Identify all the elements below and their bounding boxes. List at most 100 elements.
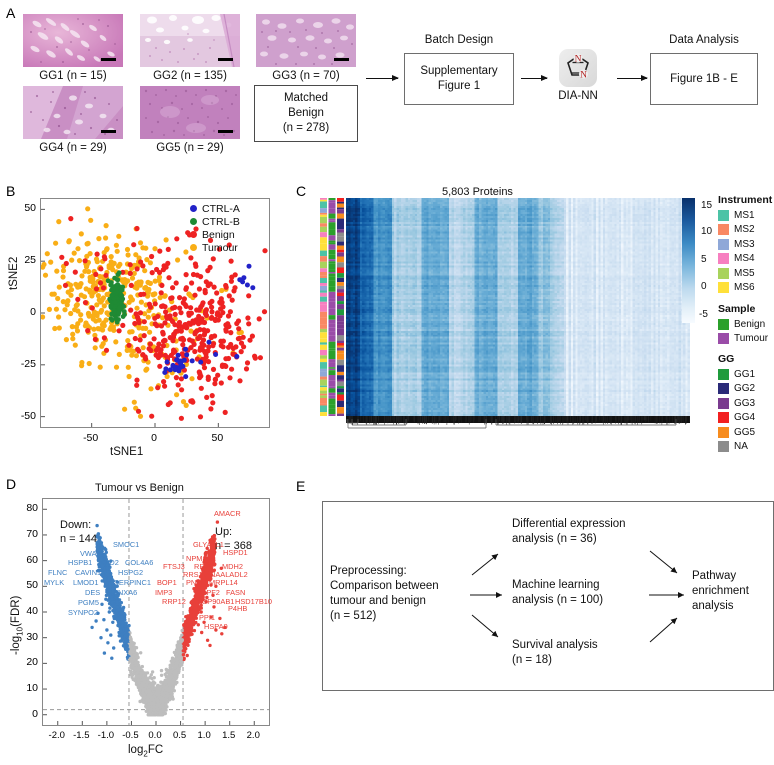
volcano-ytick-0: 0 xyxy=(14,708,38,720)
histology-cell-gg5: GG5 (n = 29) xyxy=(140,86,240,154)
swatch-ms3 xyxy=(718,238,729,250)
scale-bar-gg4 xyxy=(101,130,116,133)
batch-design-box: Supplementary Figure 1 xyxy=(404,53,514,105)
volcano-ytick-10: 10 xyxy=(14,682,38,694)
instrument-legend-title: Instrument xyxy=(718,194,772,206)
tsne-ytick-50: 50 xyxy=(10,202,36,214)
imidazole-molecule-icon: N N xyxy=(559,49,597,87)
gg-legend-item-gg1[interactable]: GG1 xyxy=(718,367,755,382)
heatmap-colorbar xyxy=(682,198,695,323)
panel-a-letter: A xyxy=(6,5,15,21)
tsne-legend: CTRL-A CTRL-B Benign Tumour xyxy=(190,202,240,254)
legend-item-tumour[interactable]: Tumour xyxy=(190,241,240,254)
legend-label-ctrl-a: CTRL-A xyxy=(202,203,240,215)
instrument-legend: Instrument MS1 MS2 MS3 MS4 MS5 MS6 xyxy=(718,194,772,295)
sample-legend-title: Sample xyxy=(718,303,768,315)
gg-legend-item-gg5[interactable]: GG5 xyxy=(718,425,755,440)
tsne-ytick--25: -25 xyxy=(10,358,36,370)
label-ms6: MS6 xyxy=(734,282,755,293)
volcano-xtick-0.5: 0.5 xyxy=(164,730,196,741)
matched-benign-line1: Matched xyxy=(259,91,353,106)
volcano-scatter-svg xyxy=(43,499,269,725)
swatch-gg1 xyxy=(718,368,729,380)
panel-c-heatmap: C 5,803 Proteins 15 10 5 0 -5 Instrument… xyxy=(292,178,774,470)
colorbar-tick-neg5: -5 xyxy=(699,309,708,320)
swatch-gg3 xyxy=(718,397,729,409)
label-gg3: GG3 xyxy=(734,398,755,409)
legend-item-ctrl-a[interactable]: CTRL-A xyxy=(190,202,240,215)
panel-b-letter: B xyxy=(6,183,15,199)
matched-benign-line3: (n = 278) xyxy=(259,121,353,136)
label-ms5: MS5 xyxy=(734,268,755,279)
legend-label-ctrl-b: CTRL-B xyxy=(202,216,240,228)
gg-legend-item-gg2[interactable]: GG2 xyxy=(718,382,755,397)
legend-item-ctrl-b[interactable]: CTRL-B xyxy=(190,215,240,228)
histology-image-gg1 xyxy=(23,14,123,67)
data-analysis-box: Figure 1B - E xyxy=(650,53,758,105)
up-label-line1: Up: xyxy=(215,525,252,539)
label-ms3: MS3 xyxy=(734,239,755,250)
data-analysis-title: Data Analysis xyxy=(650,34,758,46)
volcano-ytick-80: 80 xyxy=(14,502,38,514)
volcano-plot-area xyxy=(42,498,270,726)
volcano-xtick-1.5: 1.5 xyxy=(213,730,245,741)
label-gg5: GG5 xyxy=(734,427,755,438)
dia-nn-block: N N DIA-NN xyxy=(550,49,606,102)
instrument-legend-item-ms2[interactable]: MS2 xyxy=(718,223,772,238)
pathway-enrichment-text: Pathway enrichment analysis xyxy=(692,569,774,614)
volcano-ytick-20: 20 xyxy=(14,656,38,668)
tsne-xtick-0: 0 xyxy=(138,432,170,444)
sample-legend-item-tumour[interactable]: Tumour xyxy=(718,332,768,347)
legend-item-benign[interactable]: Benign xyxy=(190,228,240,241)
histology-image-gg2 xyxy=(140,14,240,67)
batch-design-title: Batch Design xyxy=(404,34,514,46)
gg-legend-item-na[interactable]: NA xyxy=(718,440,755,455)
tsne-scatter-svg xyxy=(40,206,268,427)
survival-analysis-text: Survival analysis (n = 18) xyxy=(512,638,662,668)
instrument-legend-item-ms5[interactable]: MS5 xyxy=(718,266,772,281)
instrument-legend-item-ms4[interactable]: MS4 xyxy=(718,252,772,267)
volcano-xtick--1.0: -1.0 xyxy=(90,730,122,741)
heatmap-canvas xyxy=(320,198,690,429)
scale-bar-gg5 xyxy=(218,130,233,133)
down-label-line1: Down: xyxy=(60,518,97,532)
sample-legend-item-benign[interactable]: Benign xyxy=(718,317,768,332)
instrument-legend-item-ms6[interactable]: MS6 xyxy=(718,281,772,296)
up-label-line2: n = 368 xyxy=(215,539,252,553)
histology-svg-gg2 xyxy=(140,14,240,67)
histology-caption-gg3: GG3 (n = 70) xyxy=(256,70,356,82)
swatch-tumour xyxy=(718,333,729,345)
swatch-benign xyxy=(718,318,729,330)
volcano-ytick-30: 30 xyxy=(14,631,38,643)
label-na: NA xyxy=(734,441,748,452)
colorbar-tick-0: 0 xyxy=(701,281,707,292)
up-count-label: Up: n = 368 xyxy=(215,525,252,553)
dia-nn-label: DIA-NN xyxy=(550,90,606,102)
volcano-xtick-1.0: 1.0 xyxy=(188,730,220,741)
legend-label-tumour: Tumour xyxy=(202,242,238,254)
histology-caption-gg1: GG1 (n = 15) xyxy=(23,70,123,82)
matched-benign-line2: Benign xyxy=(259,106,353,121)
panel-e-letter: E xyxy=(296,478,305,494)
volcano-xtick-0.0: 0.0 xyxy=(139,730,171,741)
panel-b-tsne: B tSNE2 tSNE1 CTRL-A CTRL-B Benign Tumou… xyxy=(0,178,292,470)
workflow-arrows xyxy=(470,550,684,643)
tsne-xtick--50: -50 xyxy=(75,432,107,444)
down-count-label: Down: n = 144 xyxy=(60,518,97,546)
histology-caption-gg4: GG4 (n = 29) xyxy=(23,142,123,154)
volcano-xtick--1.5: -1.5 xyxy=(65,730,97,741)
differential-expression-text: Differential expression analysis (n = 36… xyxy=(512,517,662,547)
tsne-ytick-0: 0 xyxy=(10,306,36,318)
swatch-ms4 xyxy=(718,253,729,265)
batch-design-line2: Figure 1 xyxy=(438,79,480,94)
instrument-legend-item-ms1[interactable]: MS1 xyxy=(718,208,772,223)
legend-label-benign: Benign xyxy=(202,229,235,241)
scale-bar-gg3 xyxy=(334,58,349,61)
gg-legend-item-gg4[interactable]: GG4 xyxy=(718,411,755,426)
gg-legend-title: GG xyxy=(718,353,755,365)
instrument-legend-item-ms3[interactable]: MS3 xyxy=(718,237,772,252)
label-ms1: MS1 xyxy=(734,210,755,221)
histology-image-gg5 xyxy=(140,86,240,139)
tsne-plot-area xyxy=(40,198,270,428)
gg-legend-item-gg3[interactable]: GG3 xyxy=(718,396,755,411)
